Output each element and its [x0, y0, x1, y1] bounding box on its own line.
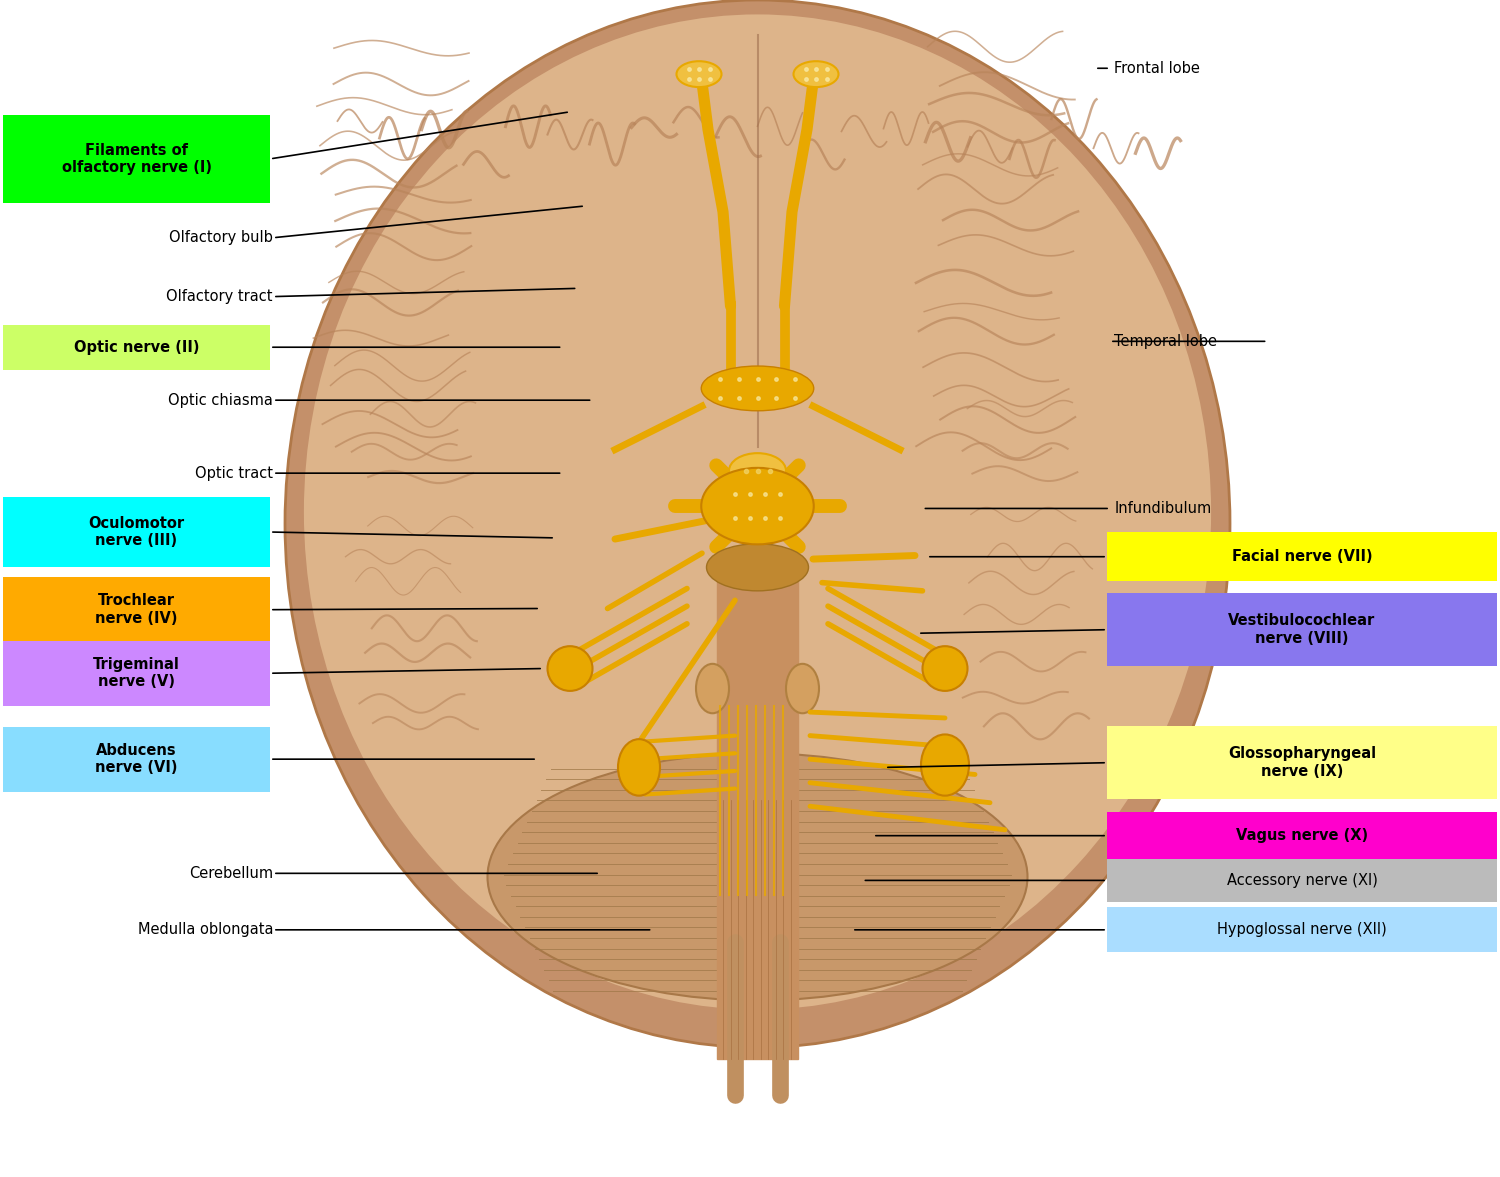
Bar — [3, 115, 270, 202]
Ellipse shape — [696, 664, 729, 713]
Text: Infundibulum: Infundibulum — [1114, 501, 1212, 516]
Text: Oculomotor
nerve (III): Oculomotor nerve (III) — [88, 516, 184, 548]
Ellipse shape — [548, 646, 592, 691]
Bar — [1107, 907, 1497, 952]
Bar — [3, 497, 270, 567]
Text: Glossopharyngeal
nerve (IX): Glossopharyngeal nerve (IX) — [1228, 746, 1376, 779]
Text: Optic chiasma: Optic chiasma — [168, 393, 273, 407]
Bar — [3, 578, 270, 643]
Ellipse shape — [676, 61, 722, 87]
Text: Temporal lobe: Temporal lobe — [1114, 334, 1218, 348]
Ellipse shape — [786, 664, 819, 713]
Bar — [1107, 593, 1497, 666]
Polygon shape — [717, 565, 798, 1059]
Text: Vagus nerve (X): Vagus nerve (X) — [1236, 829, 1368, 843]
Bar — [3, 325, 270, 370]
Text: Vestibulocochlear
nerve (VIII): Vestibulocochlear nerve (VIII) — [1228, 613, 1376, 646]
Text: Optic tract: Optic tract — [195, 466, 273, 480]
Bar — [1107, 532, 1497, 581]
Ellipse shape — [618, 739, 660, 796]
Text: Olfactory bulb: Olfactory bulb — [170, 231, 273, 245]
Text: Hypoglossal nerve (XII): Hypoglossal nerve (XII) — [1216, 923, 1388, 937]
Text: Filaments of
olfactory nerve (I): Filaments of olfactory nerve (I) — [62, 142, 211, 175]
Ellipse shape — [794, 61, 838, 87]
Text: Medulla oblongata: Medulla oblongata — [138, 923, 273, 937]
Bar — [1107, 859, 1497, 902]
Text: Cerebellum: Cerebellum — [189, 866, 273, 880]
Text: Frontal lobe: Frontal lobe — [1114, 61, 1200, 75]
Text: Facial nerve (VII): Facial nerve (VII) — [1232, 550, 1372, 564]
Ellipse shape — [706, 544, 809, 591]
Ellipse shape — [700, 366, 813, 411]
Ellipse shape — [922, 646, 968, 691]
Text: Accessory nerve (XI): Accessory nerve (XI) — [1227, 873, 1377, 887]
Text: Trochlear
nerve (IV): Trochlear nerve (IV) — [96, 593, 177, 626]
Text: Trigeminal
nerve (V): Trigeminal nerve (V) — [93, 657, 180, 690]
Ellipse shape — [729, 453, 786, 488]
Ellipse shape — [921, 734, 969, 796]
Ellipse shape — [304, 14, 1210, 1010]
Bar — [1107, 812, 1497, 859]
Ellipse shape — [700, 467, 813, 544]
Bar — [1107, 726, 1497, 799]
Bar — [3, 726, 270, 792]
Ellipse shape — [285, 0, 1230, 1048]
Text: Abducens
nerve (VI): Abducens nerve (VI) — [96, 743, 177, 776]
Text: Olfactory tract: Olfactory tract — [166, 290, 273, 304]
Bar — [3, 640, 270, 706]
Text: Optic nerve (II): Optic nerve (II) — [74, 340, 200, 354]
Ellipse shape — [488, 753, 1028, 1000]
